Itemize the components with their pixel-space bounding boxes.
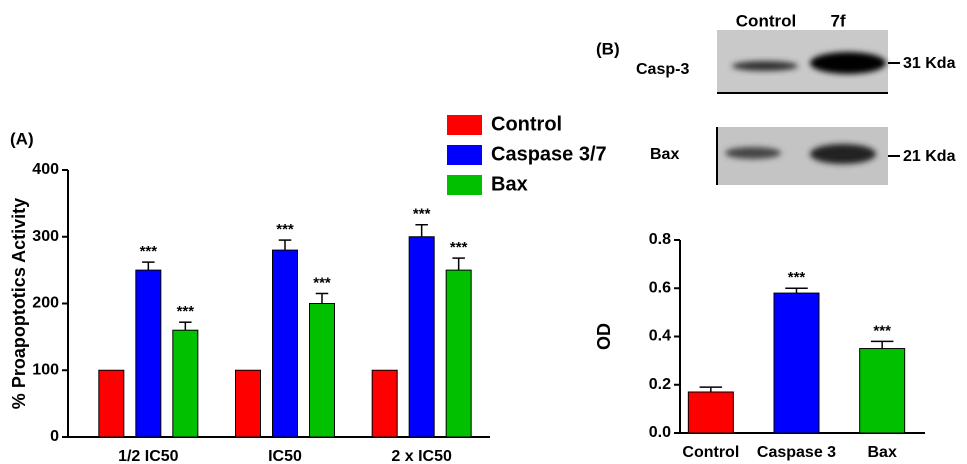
significance-label: *** bbox=[788, 269, 806, 286]
protein-label: Casp-3 bbox=[636, 61, 689, 78]
y-tick-label: 400 bbox=[32, 161, 59, 178]
y-tick-label: 200 bbox=[32, 295, 59, 312]
figure: (B) Control 7f Casp-3 Bax 31 Kda 21 Kda … bbox=[0, 0, 967, 464]
x-tick-label: Bax bbox=[867, 444, 896, 461]
blot-band bbox=[810, 52, 886, 74]
bar bbox=[99, 370, 124, 437]
blot-band bbox=[732, 61, 798, 71]
bar bbox=[688, 392, 733, 433]
y-tick-label: 0.6 bbox=[649, 279, 671, 296]
y-tick-label: 0.2 bbox=[649, 376, 671, 393]
x-tick-label: 2 x IC50 bbox=[391, 448, 452, 464]
bar bbox=[409, 237, 434, 437]
y-tick-label: 0.0 bbox=[649, 424, 671, 441]
y-tick-label: 0.8 bbox=[649, 231, 671, 248]
y-tick-label: 0 bbox=[50, 428, 59, 445]
significance-label: *** bbox=[177, 303, 195, 320]
size-label: 21 Kda bbox=[903, 148, 956, 165]
bar bbox=[273, 250, 298, 437]
y-tick-label: 300 bbox=[32, 228, 59, 245]
significance-label: *** bbox=[450, 239, 468, 256]
x-tick-label: Control bbox=[682, 444, 739, 461]
y-tick-label: 100 bbox=[32, 361, 59, 378]
western-blot: (B) Control 7f Casp-3 Bax 31 Kda 21 Kda bbox=[596, 11, 956, 185]
protein-label: Bax bbox=[650, 146, 679, 163]
bar bbox=[310, 304, 335, 438]
significance-label: *** bbox=[873, 322, 891, 339]
bar bbox=[173, 330, 198, 437]
bar bbox=[446, 270, 471, 437]
x-tick-label: IC50 bbox=[268, 448, 302, 464]
lane-label: Control bbox=[736, 11, 796, 30]
y-tick-label: 0.4 bbox=[649, 328, 671, 345]
x-tick-label: Caspase 3 bbox=[757, 444, 836, 461]
x-tick-label: 1/2 IC50 bbox=[118, 448, 179, 464]
significance-label: *** bbox=[413, 206, 431, 223]
legend-swatch bbox=[447, 175, 482, 195]
blot-band bbox=[725, 147, 781, 159]
y-axis-label: % Proapoptotics Activity bbox=[9, 198, 29, 409]
bar bbox=[774, 293, 819, 433]
legend-swatch bbox=[447, 115, 482, 135]
significance-label: *** bbox=[140, 243, 158, 260]
significance-label: *** bbox=[313, 274, 331, 291]
legend-swatch bbox=[447, 145, 482, 165]
bar bbox=[372, 370, 397, 437]
blot-band bbox=[810, 144, 876, 164]
panel-label: (B) bbox=[596, 39, 620, 58]
panel-label: (A) bbox=[10, 129, 34, 148]
significance-label: *** bbox=[276, 221, 294, 238]
size-label: 31 Kda bbox=[903, 55, 956, 72]
lane-label: 7f bbox=[830, 11, 845, 30]
bar bbox=[860, 349, 905, 433]
bar bbox=[136, 270, 161, 437]
legend-label: Caspase 3/7 bbox=[491, 143, 607, 165]
legend-label: Bax bbox=[491, 173, 528, 195]
y-axis-label: OD bbox=[594, 323, 614, 350]
bar bbox=[236, 370, 261, 437]
legend-label: Control bbox=[491, 113, 562, 135]
